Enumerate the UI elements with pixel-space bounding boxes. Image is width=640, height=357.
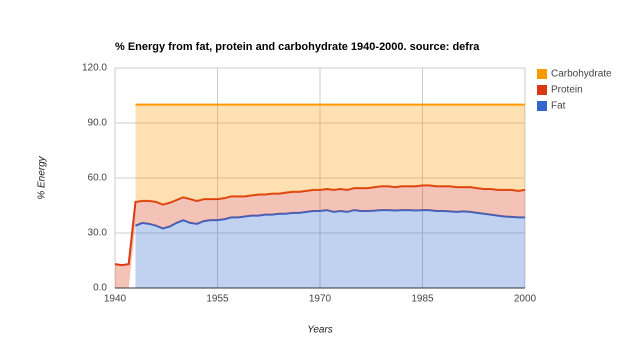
x-tick-label: 1970 [309, 294, 332, 305]
y-tick-label: 60.0 [88, 173, 108, 184]
y-tick-label: 30.0 [88, 228, 108, 239]
y-tick-label: 90.0 [88, 118, 108, 129]
legend-label: Protein [551, 85, 583, 96]
area-fill [115, 185, 525, 288]
y-tick-label: 120.0 [82, 63, 107, 74]
x-tick-label: 1955 [206, 294, 229, 305]
series-line [135, 209, 525, 230]
x-axis-title: Years [307, 325, 333, 336]
y-tick-label: 0.0 [93, 283, 107, 294]
legend-swatch [537, 69, 547, 79]
chart-title: % Energy from fat, protein and carbohydr… [115, 41, 480, 53]
x-tick-label: 1985 [411, 294, 434, 305]
x-tick-label: 1940 [104, 294, 127, 305]
series-line [114, 184, 526, 267]
area-fill [135, 104, 525, 205]
legend-label: Carbohydrate [551, 69, 612, 80]
legend-swatch [537, 101, 547, 111]
legend-swatch [537, 85, 547, 95]
area-fill [135, 210, 525, 288]
legend-label: Fat [551, 101, 566, 112]
y-axis-title: % Energy [37, 155, 48, 199]
x-tick-label: 2000 [514, 294, 537, 305]
